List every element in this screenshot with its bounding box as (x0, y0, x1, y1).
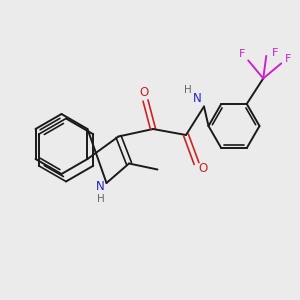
Text: N: N (95, 180, 104, 193)
Text: H: H (184, 85, 191, 95)
Text: N: N (193, 92, 202, 105)
Text: F: F (272, 48, 278, 58)
Text: H: H (97, 194, 104, 205)
Text: O: O (140, 86, 148, 100)
Text: F: F (285, 54, 291, 64)
Text: F: F (238, 50, 245, 59)
Text: O: O (199, 161, 208, 175)
